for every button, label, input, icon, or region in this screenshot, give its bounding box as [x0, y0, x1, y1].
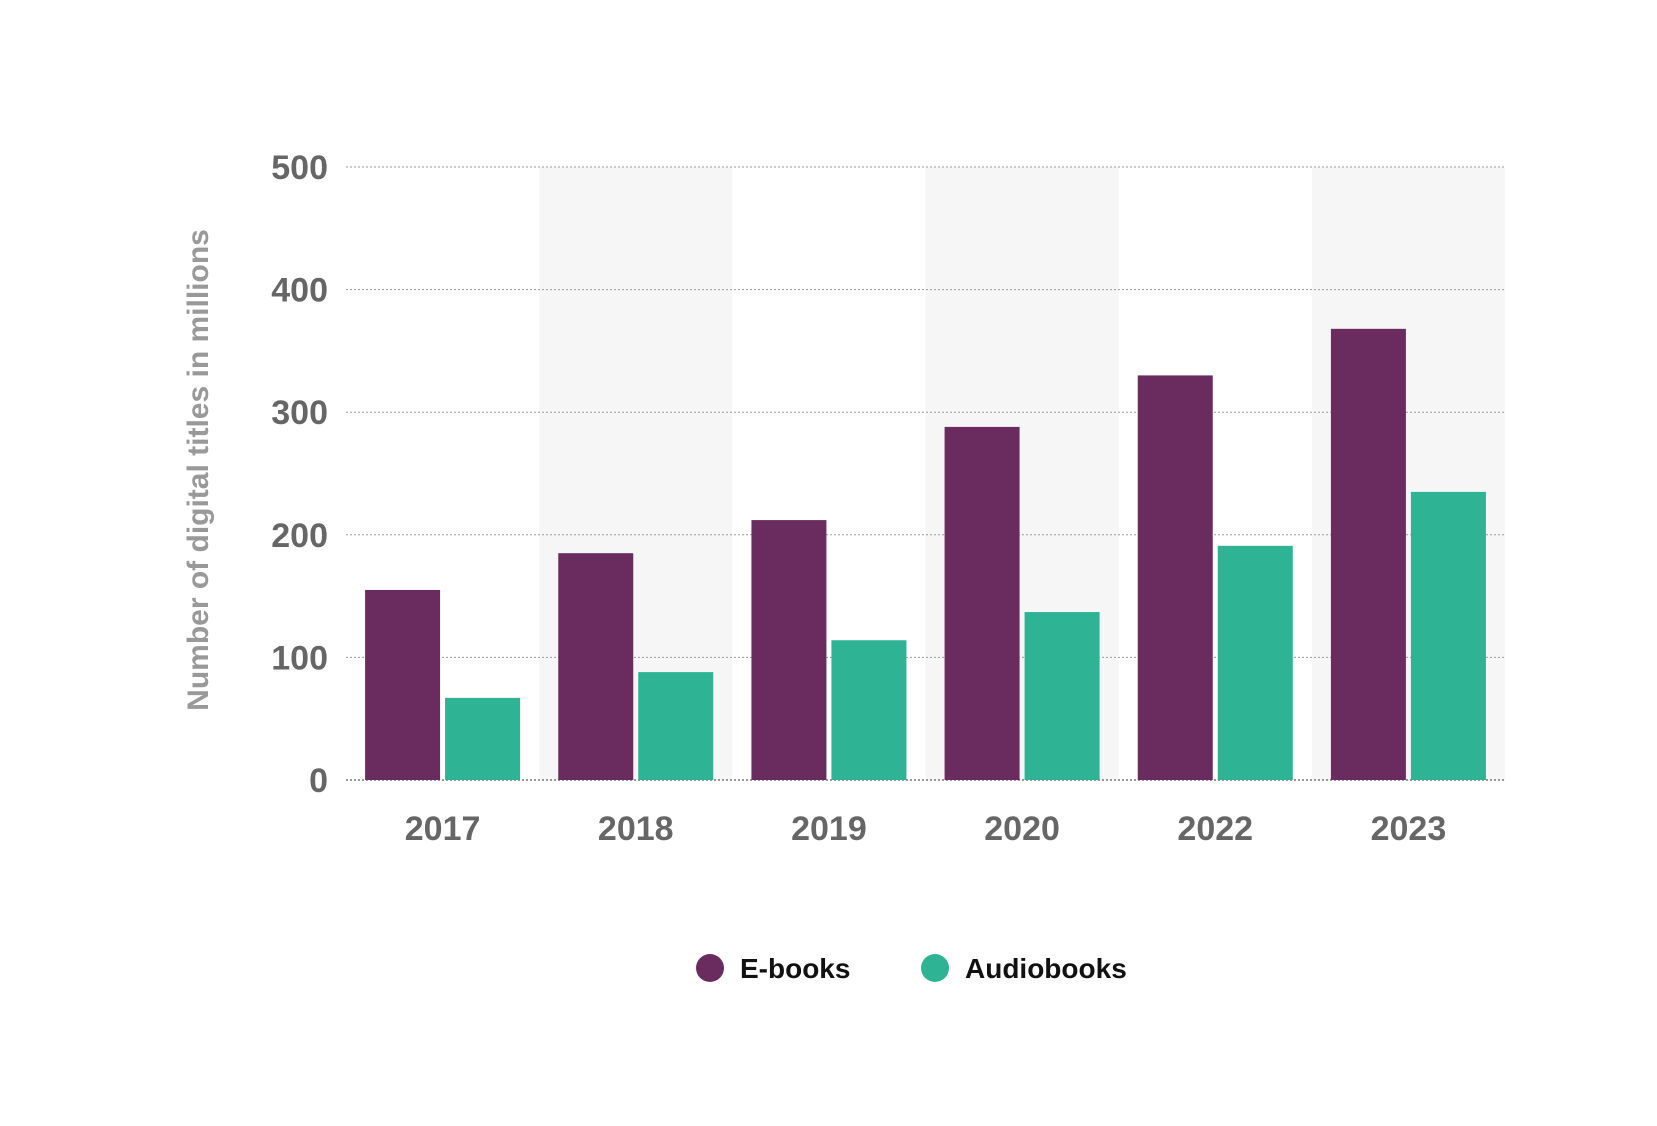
bar-audiobooks-2019	[831, 640, 907, 780]
y-tick-label: 100	[271, 639, 328, 677]
bar-e-books-2023	[1330, 328, 1406, 780]
legend: E-books Audiobooks	[696, 953, 1127, 984]
x-tick-label: 2023	[1371, 810, 1447, 848]
y-tick-label: 200	[271, 517, 328, 555]
x-tick-label: 2020	[984, 810, 1060, 848]
legend-label: E-books	[740, 953, 850, 984]
legend-label: Audiobooks	[965, 953, 1127, 984]
bar-e-books-2017	[365, 589, 441, 780]
legend-marker	[696, 954, 724, 982]
bars	[365, 328, 1486, 780]
y-axis-ticks: 0 100 200 300 400 500	[271, 149, 328, 800]
y-tick-label: 0	[309, 762, 328, 800]
bar-e-books-2020	[944, 426, 1020, 780]
y-tick-label: 500	[271, 149, 328, 187]
x-axis-ticks: 2017 2018 2019 2020 2022 2023	[405, 810, 1446, 848]
bar-audiobooks-2018	[638, 672, 714, 780]
bar-e-books-2022	[1137, 375, 1213, 780]
bar-audiobooks-2023	[1410, 491, 1486, 780]
x-tick-label: 2019	[791, 810, 867, 848]
bar-e-books-2019	[751, 520, 827, 780]
bar-audiobooks-2020	[1024, 612, 1100, 780]
y-tick-label: 400	[271, 272, 328, 310]
y-tick-label: 300	[271, 394, 328, 432]
x-tick-label: 2022	[1177, 810, 1253, 848]
y-axis-label: Number of digital titles in millions	[182, 229, 215, 711]
bar-audiobooks-2017	[445, 697, 521, 780]
bar-audiobooks-2022	[1217, 545, 1293, 780]
alternating-bands	[539, 167, 1505, 780]
x-tick-label: 2017	[405, 810, 481, 848]
bar-e-books-2018	[558, 553, 634, 780]
x-tick-label: 2018	[598, 810, 674, 848]
gridlines	[346, 166, 1505, 781]
legend-marker	[921, 954, 949, 982]
